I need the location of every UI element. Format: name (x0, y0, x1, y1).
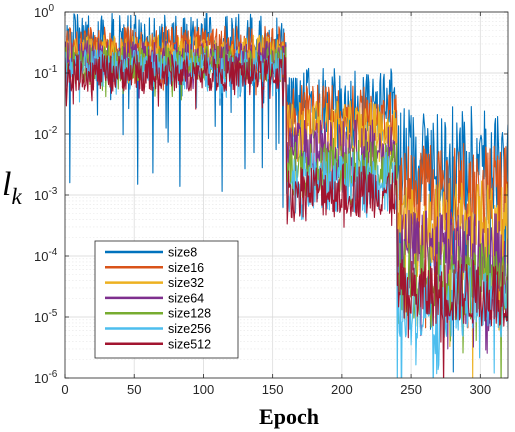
legend-box (94, 240, 239, 359)
y-tick-label: 10-5 (34, 308, 58, 325)
legend-label-size8: size8 (168, 246, 197, 260)
y-tick-label: 100 (34, 3, 54, 20)
x-tick-label: 250 (400, 382, 422, 397)
legend-label-size32: size32 (168, 276, 204, 290)
x-tick-label: 50 (127, 382, 141, 397)
y-tick-label: 10-3 (34, 186, 58, 203)
legend-label-size256: size256 (168, 322, 211, 336)
legend-label-size128: size128 (168, 307, 211, 321)
y-axis-label-subscript: k (11, 184, 22, 209)
y-axis-label: lk (2, 166, 22, 209)
x-tick-label: 100 (193, 382, 215, 397)
legend-label-size16: size16 (168, 261, 204, 275)
x-tick-label: 0 (61, 382, 68, 397)
axis-ticks: 0 50 100 150 200 250 300 10-6 10-5 10-4 10-3 10-2 10… (34, 3, 508, 397)
y-tick-label: 10-6 (34, 369, 58, 386)
series-layer (65, 12, 508, 378)
y-axis-label-main: l (2, 166, 11, 203)
x-tick-label: 200 (331, 382, 353, 397)
x-tick-label: 150 (262, 382, 284, 397)
legend-label-size64: size64 (168, 291, 204, 305)
series-size512 (65, 54, 508, 378)
x-tick-label: 300 (469, 382, 491, 397)
y-tick-label: 10-2 (34, 125, 58, 142)
y-tick-label: 10-4 (34, 247, 58, 264)
y-tick-label: 10-1 (34, 64, 58, 81)
legend-label-size512: size512 (168, 337, 211, 351)
x-axis-label: Epoch (259, 404, 319, 429)
